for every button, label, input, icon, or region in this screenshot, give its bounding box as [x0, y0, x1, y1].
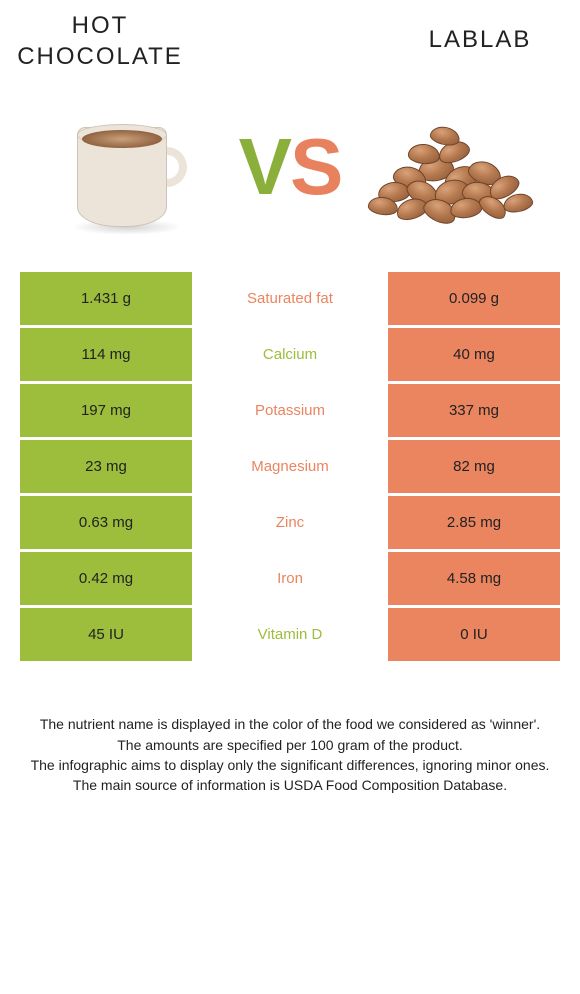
table-row: 197 mgPotassium337 mg [20, 384, 560, 440]
nutrient-label: Iron [195, 552, 385, 605]
right-value: 4.58 mg [385, 552, 560, 605]
titles-row: HOT CHOCOLATE LABLAB [0, 10, 580, 72]
footer-line: The amounts are specified per 100 gram o… [30, 735, 550, 755]
left-value: 197 mg [20, 384, 195, 437]
table-row: 0.42 mgIron4.58 mg [20, 552, 560, 608]
comparison-infographic: HOT CHOCOLATE LABLAB VS 1.431 gSaturated… [0, 0, 580, 816]
footer-line: The main source of information is USDA F… [30, 775, 550, 795]
vs-v: V [239, 122, 290, 211]
right-value: 40 mg [385, 328, 560, 381]
left-value: 0.42 mg [20, 552, 195, 605]
left-value: 45 IU [20, 608, 195, 661]
hot-chocolate-icon [67, 102, 187, 232]
right-value: 82 mg [385, 440, 560, 493]
footer-line: The nutrient name is displayed in the co… [30, 714, 550, 734]
table-row: 1.431 gSaturated fat0.099 g [20, 272, 560, 328]
right-title: LABLAB [380, 10, 580, 72]
right-value: 337 mg [385, 384, 560, 437]
table-row: 114 mgCalcium40 mg [20, 328, 560, 384]
right-image [346, 112, 560, 222]
left-title: HOT CHOCOLATE [0, 10, 200, 72]
nutrient-label: Saturated fat [195, 272, 385, 325]
nutrient-label: Calcium [195, 328, 385, 381]
nutrient-label: Zinc [195, 496, 385, 549]
vs-label: VS [234, 121, 347, 213]
footer-line: The infographic aims to display only the… [30, 755, 550, 775]
left-value: 23 mg [20, 440, 195, 493]
left-image [20, 102, 234, 232]
nutrient-label: Vitamin D [195, 608, 385, 661]
left-value: 0.63 mg [20, 496, 195, 549]
right-value: 2.85 mg [385, 496, 560, 549]
table-row: 23 mgMagnesium82 mg [20, 440, 560, 496]
images-row: VS [0, 102, 580, 232]
vs-s: S [290, 122, 341, 211]
nutrient-label: Potassium [195, 384, 385, 437]
nutrient-table: 1.431 gSaturated fat0.099 g114 mgCalcium… [20, 272, 560, 664]
table-row: 45 IUVitamin D0 IU [20, 608, 560, 664]
left-value: 114 mg [20, 328, 195, 381]
lablab-beans-icon [368, 112, 538, 222]
table-row: 0.63 mgZinc2.85 mg [20, 496, 560, 552]
nutrient-label: Magnesium [195, 440, 385, 493]
right-value: 0.099 g [385, 272, 560, 325]
left-value: 1.431 g [20, 272, 195, 325]
footer-notes: The nutrient name is displayed in the co… [30, 714, 550, 795]
right-value: 0 IU [385, 608, 560, 661]
